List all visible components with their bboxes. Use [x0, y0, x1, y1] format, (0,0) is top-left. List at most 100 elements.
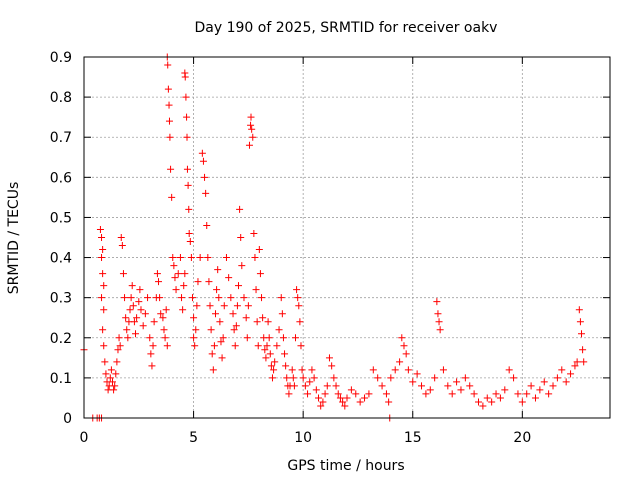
data-point: [167, 165, 175, 173]
data-point: [172, 286, 180, 294]
y-tick-label: 0.6: [50, 170, 72, 186]
x-tick-label: 15: [404, 430, 422, 446]
data-point: [323, 382, 331, 390]
data-point: [435, 318, 443, 326]
data-point: [540, 378, 548, 386]
data-point: [190, 314, 198, 322]
data-point: [212, 310, 219, 318]
data-point: [99, 326, 107, 334]
data-point: [278, 310, 286, 318]
data-point: [203, 221, 211, 229]
data-point: [549, 382, 557, 390]
data-point: [156, 294, 164, 302]
data-point: [579, 346, 587, 354]
data-point: [244, 302, 252, 310]
data-point: [217, 338, 225, 346]
data-point: [252, 286, 260, 294]
data-point: [275, 326, 283, 334]
data-point: [102, 370, 110, 378]
data-point: [191, 342, 199, 350]
data-point: [382, 390, 390, 398]
data-point: [222, 254, 230, 262]
data-point: [576, 318, 584, 326]
data-point: [100, 342, 108, 350]
data-point: [400, 342, 408, 350]
data-point: [531, 394, 539, 402]
data-point: [218, 354, 226, 362]
data-point: [434, 310, 442, 318]
data-point: [178, 294, 186, 302]
data-point: [207, 326, 215, 334]
y-tick-label: 0.8: [50, 90, 72, 106]
data-point: [235, 282, 243, 290]
data-point: [258, 294, 266, 302]
data-point: [112, 370, 120, 378]
data-point: [259, 314, 267, 322]
data-point: [165, 101, 173, 109]
data-point: [312, 386, 320, 394]
data-point: [518, 398, 526, 406]
data-point: [431, 374, 439, 382]
y-ticks: 0 0.1 0.2 0.3 0.4 0.5 0.6 0.7 0.8 0.9: [50, 50, 610, 427]
plot-frame: [83, 56, 611, 419]
data-point: [475, 398, 482, 406]
data-point: [243, 334, 251, 342]
data-point: [153, 270, 161, 278]
y-tick-label: 0.7: [50, 130, 72, 146]
data-point: [288, 366, 296, 374]
data-point: [404, 366, 412, 374]
data-point: [149, 342, 157, 350]
x-tick-label: 5: [189, 430, 198, 446]
data-point: [166, 133, 174, 141]
data-point: [186, 238, 194, 246]
data-point: [283, 374, 291, 382]
data-point: [273, 342, 281, 350]
data-point: [444, 382, 452, 390]
data-point: [330, 374, 338, 382]
data-point: [164, 85, 172, 93]
data-point: [130, 318, 138, 326]
data-point: [461, 374, 469, 382]
data-point: [123, 326, 131, 334]
data-point: [514, 390, 522, 398]
data-point: [245, 141, 253, 149]
data-point: [488, 398, 496, 406]
data-point: [571, 362, 579, 370]
data-point: [132, 330, 140, 338]
data-point: [385, 398, 393, 406]
data-point: [347, 386, 355, 394]
data-point: [117, 234, 125, 241]
data-point: [231, 342, 239, 350]
data-point: [108, 378, 116, 386]
data-point: [369, 366, 377, 374]
data-point: [139, 322, 147, 330]
data-point: [187, 254, 195, 262]
data-point: [101, 358, 109, 366]
data-point: [282, 362, 290, 370]
data-point: [253, 318, 261, 326]
data-point: [319, 398, 327, 406]
data-point: [249, 133, 257, 141]
data-point: [113, 358, 121, 366]
data-point: [165, 117, 173, 125]
x-tick-label: 20: [513, 430, 531, 446]
data-point: [133, 314, 141, 322]
data-point: [422, 390, 430, 398]
data-point: [281, 350, 289, 358]
data-point: [237, 234, 245, 241]
data-point: [413, 370, 421, 378]
data-point: [573, 358, 581, 366]
data-point: [266, 350, 274, 358]
data-point: [496, 394, 504, 402]
grid-lines: [84, 57, 610, 418]
data-point: [238, 262, 246, 270]
data-point: [293, 286, 301, 294]
data-point: [124, 334, 132, 342]
data-point: [107, 366, 115, 374]
data-point: [98, 254, 106, 262]
data-point: [183, 133, 191, 141]
data-point: [336, 394, 344, 402]
data-point: [261, 346, 269, 354]
data-point: [110, 386, 118, 394]
data-point: [510, 374, 518, 382]
